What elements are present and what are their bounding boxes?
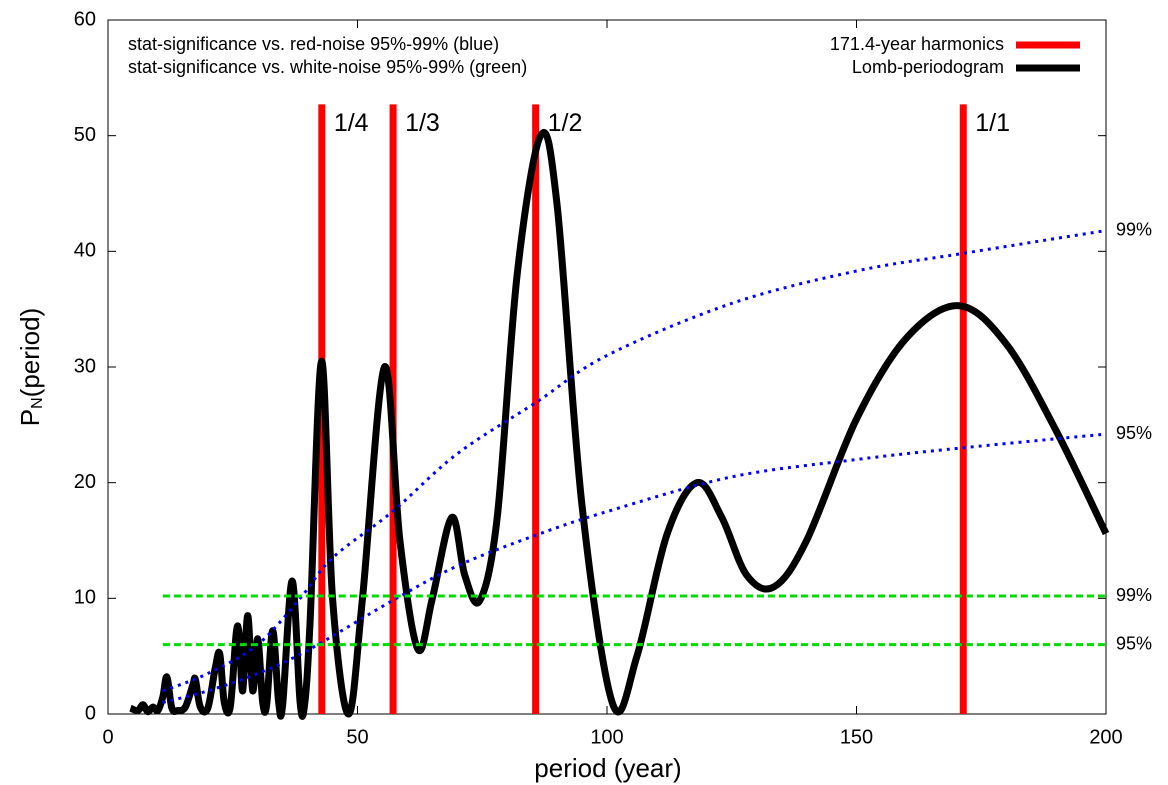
series-line (162, 432, 1107, 704)
significance-label: 99% (1116, 585, 1152, 605)
significance-label: 95% (1116, 633, 1152, 653)
y-tick-label: 40 (74, 240, 96, 262)
y-tick-label: 0 (85, 702, 96, 724)
harmonic-label: 1/2 (548, 109, 583, 137)
x-tick-label: 200 (1089, 726, 1122, 748)
legend-label: 171.4-year harmonics (830, 34, 1004, 54)
y-label-main: P (15, 409, 45, 426)
harmonic-label: 1/4 (334, 109, 369, 137)
y-tick-label: 30 (74, 355, 96, 377)
harmonic-label: 1/1 (975, 109, 1010, 137)
significance-label: 95% (1116, 423, 1152, 443)
y-label-sub: N (29, 397, 46, 409)
y-axis-label: PN(period) (15, 308, 46, 427)
y-tick-label: 20 (74, 471, 96, 493)
plot-frame (107, 19, 1107, 715)
y-tick-label: 50 (74, 124, 96, 146)
series-line (129, 129, 1110, 720)
y-label-rest: (period) (15, 308, 45, 398)
x-tick-label: 150 (840, 726, 873, 748)
harmonic-label: 1/3 (405, 109, 440, 137)
annotation: stat-significance vs. white-noise 95%-99… (128, 57, 527, 77)
x-tick-label: 50 (346, 726, 368, 748)
x-tick-label: 0 (102, 726, 113, 748)
series-line (162, 229, 1107, 693)
y-tick-label: 60 (74, 8, 96, 30)
annotation: stat-significance vs. red-noise 95%-99% … (128, 34, 499, 54)
x-tick-label: 100 (590, 726, 623, 748)
y-tick-label: 10 (74, 587, 96, 609)
x-axis-label: period (year) (534, 753, 681, 783)
legend-label: Lomb-periodogram (852, 57, 1004, 77)
significance-label: 99% (1116, 219, 1152, 239)
